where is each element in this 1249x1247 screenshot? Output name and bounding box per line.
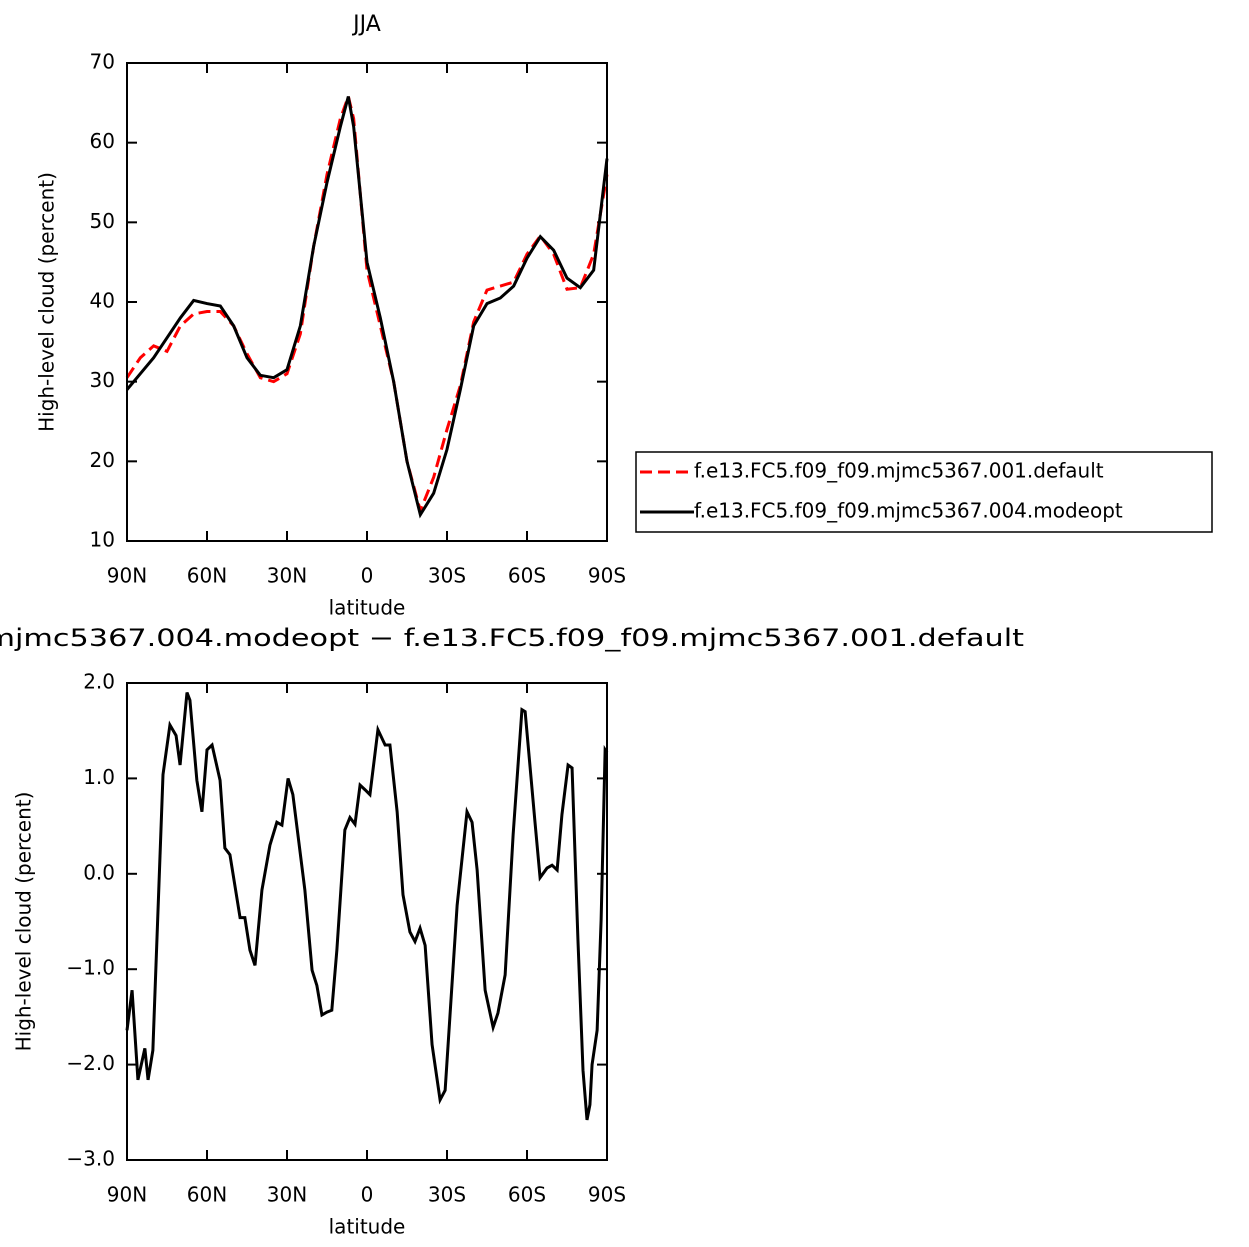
- legend-label: f.e13.FC5.f09_f09.mjmc5367.001.default: [694, 459, 1104, 483]
- x-tick-label: 30N: [267, 1183, 307, 1207]
- x-axis-label: latitude: [329, 1215, 406, 1239]
- y-tick-label: 30: [90, 368, 115, 392]
- y-tick-label: 1.0: [83, 765, 115, 789]
- data-line: [125, 692, 609, 1121]
- x-tick-label: 90S: [588, 1183, 626, 1207]
- y-tick-label: 40: [90, 289, 115, 313]
- y-axis-label: High-level cloud (percent): [35, 172, 59, 432]
- y-tick-label: 20: [90, 448, 115, 472]
- y-tick-label: 70: [90, 50, 115, 74]
- y-tick-label: −3.0: [66, 1147, 115, 1171]
- legend-box: [635, 451, 1213, 533]
- chart-title: JJA: [351, 12, 381, 37]
- x-tick-label: 60N: [187, 1183, 227, 1207]
- chart-title: f.e13.FC5.f09_f09.mjmc5367.004.modeopt −…: [0, 624, 1024, 652]
- x-tick-label: 0: [361, 564, 374, 588]
- data-line: [125, 91, 609, 516]
- plot-frame: [126, 62, 608, 542]
- y-tick-label: 60: [90, 129, 115, 153]
- legend-label: f.e13.FC5.f09_f09.mjmc5367.004.modeopt: [694, 499, 1123, 523]
- y-tick-label: 50: [90, 209, 115, 233]
- x-tick-label: 60S: [508, 564, 546, 588]
- y-tick-label: −1.0: [66, 956, 115, 980]
- data-line: [125, 96, 609, 519]
- x-tick-label: 30S: [428, 564, 466, 588]
- y-tick-label: 0.0: [83, 860, 115, 884]
- x-tick-label: 60S: [508, 1183, 546, 1207]
- plot-frame: [126, 682, 608, 1161]
- x-tick-label: 90S: [588, 564, 626, 588]
- y-tick-label: −2.0: [66, 1051, 115, 1075]
- x-tick-label: 90N: [107, 1183, 147, 1207]
- y-tick-label: 2.0: [83, 670, 115, 694]
- x-tick-label: 90N: [107, 564, 147, 588]
- x-tick-label: 60N: [187, 564, 227, 588]
- x-axis-label: latitude: [329, 596, 406, 620]
- x-tick-label: 0: [361, 1183, 374, 1207]
- x-tick-label: 30N: [267, 564, 307, 588]
- y-tick-label: 10: [90, 528, 115, 552]
- x-tick-label: 30S: [428, 1183, 466, 1207]
- y-axis-label: High-level cloud (percent): [12, 792, 36, 1052]
